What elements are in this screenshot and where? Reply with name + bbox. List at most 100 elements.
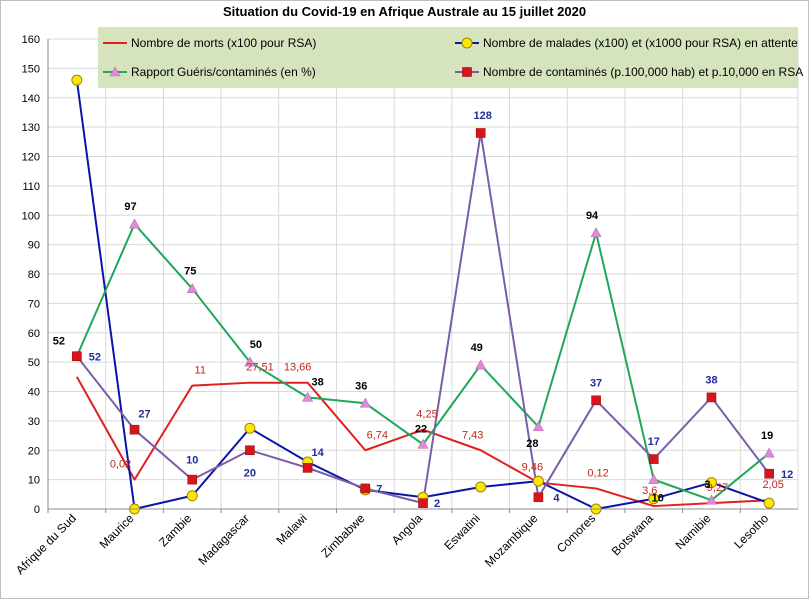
y-tick-label: 140 xyxy=(22,93,40,105)
marker-circle xyxy=(186,490,198,502)
marker-square xyxy=(462,67,472,77)
grid xyxy=(47,38,799,510)
data-label: 2 xyxy=(434,498,440,510)
marker-triangle xyxy=(705,494,717,505)
x-tick-label: Zambie xyxy=(156,511,194,549)
marker-circle xyxy=(475,481,487,493)
marker-circle xyxy=(461,37,473,49)
marker-square xyxy=(706,392,717,403)
data-label: 14 xyxy=(311,447,324,459)
y-tick-label: 30 xyxy=(28,416,40,428)
data-label: 38 xyxy=(311,376,323,388)
data-label: 7,43 xyxy=(462,429,483,441)
data-label: 10 xyxy=(652,493,664,505)
x-tick-label: Mozambique xyxy=(482,511,541,570)
x-tick-label: Angola xyxy=(389,511,426,548)
marker-circle xyxy=(532,475,544,487)
data-label: 19 xyxy=(761,430,773,442)
x-tick-label: Namibie xyxy=(673,511,714,552)
data-label: 27 xyxy=(138,409,150,421)
data-label: 36 xyxy=(355,380,367,392)
data-label: 4 xyxy=(553,492,560,504)
y-tick-label: 150 xyxy=(22,63,40,75)
marker-triangle xyxy=(417,438,429,449)
data-label: 97 xyxy=(124,201,136,213)
legend-box xyxy=(98,27,798,88)
data-label: 75 xyxy=(184,266,196,278)
legend-label: Nombre de contaminés (p.100,000 hab) et … xyxy=(483,65,803,79)
marker-square xyxy=(360,483,371,494)
y-tick-label: 40 xyxy=(28,387,40,399)
data-label: 3 xyxy=(704,479,710,491)
marker-triangle xyxy=(648,474,660,484)
data-label: 27,51 xyxy=(246,362,274,374)
marker-square xyxy=(764,468,774,479)
y-tick-label: 0 xyxy=(34,504,40,516)
y-tick-label: 130 xyxy=(22,122,40,134)
data-label: 22 xyxy=(415,423,427,435)
x-tick-label: Comores xyxy=(554,511,598,555)
marker-circle xyxy=(244,422,256,434)
marker-circle xyxy=(705,477,717,489)
chart-title: Situation du Covid-19 en Afrique Austral… xyxy=(222,4,587,19)
marker-triangle xyxy=(532,421,544,432)
x-tick-label: Malawi xyxy=(273,511,309,547)
data-label: 94 xyxy=(586,210,599,222)
data-label: 128 xyxy=(474,110,492,122)
data-label: 11 xyxy=(195,365,206,377)
y-tick-label: 100 xyxy=(22,210,40,222)
data-label: 7 xyxy=(376,483,382,495)
marker-circle xyxy=(763,497,775,509)
y-tick-label: 70 xyxy=(28,298,40,310)
y-tick-label: 160 xyxy=(22,34,40,46)
y-tick-label: 60 xyxy=(28,328,40,340)
legend: Nombre de morts (x100 pour RSA) Nombre de… xyxy=(98,27,803,88)
data-labels: 0,02 11 27,51 13,66 6,74 4,25 7,43 9,46 0,12 3,6 9… xyxy=(53,110,794,510)
y-tick-label: 20 xyxy=(28,445,40,457)
marker-square xyxy=(591,395,601,406)
marker-triangle xyxy=(109,66,121,77)
marker-triangle xyxy=(129,218,141,229)
marker-triangle xyxy=(302,391,314,402)
x-tick-label: Madagascar xyxy=(195,511,252,568)
marker-triangle xyxy=(475,359,487,370)
data-label: 6,74 xyxy=(367,429,388,441)
marker-triangle xyxy=(359,397,371,408)
marker-square xyxy=(72,351,82,362)
legend-label: Rapport Guéris/contaminés (en %) xyxy=(131,65,316,79)
data-label: 38 xyxy=(705,374,717,386)
x-tick-label: Botswana xyxy=(609,511,656,558)
data-label: 49 xyxy=(471,342,483,354)
y-tick-label: 80 xyxy=(28,269,40,281)
y-tick-label: 10 xyxy=(28,475,40,487)
marker-square xyxy=(245,445,255,456)
marker-square xyxy=(648,454,659,464)
x-tick-label: Lesotho xyxy=(731,511,771,551)
data-label: 3,6 xyxy=(642,485,657,497)
y-tick-label: 120 xyxy=(22,152,40,164)
marker-triangle xyxy=(244,356,256,367)
data-label: 0,12 xyxy=(587,467,608,479)
data-label: 37 xyxy=(590,377,602,389)
marker-circle xyxy=(648,493,660,505)
y-tick-label: 50 xyxy=(28,357,40,369)
data-label: 10 xyxy=(186,455,198,467)
data-label: 0,02 xyxy=(110,459,131,471)
data-label: 28 xyxy=(526,438,538,450)
data-label: 52 xyxy=(53,335,65,347)
y-tick-label: 90 xyxy=(28,240,40,252)
x-tick-label: Afrique du Sud xyxy=(13,511,79,577)
marker-square xyxy=(475,128,486,138)
series-line xyxy=(75,376,770,508)
data-label: 9,46 xyxy=(522,462,543,474)
data-label: 9,27 xyxy=(707,482,728,494)
legend-label: Nombre de morts (x100 pour RSA) xyxy=(131,36,316,50)
marker-circle xyxy=(71,74,83,86)
marker-square xyxy=(187,474,198,485)
series-markers xyxy=(71,74,775,515)
data-label: 13,66 xyxy=(284,362,312,374)
legend-label: Nombre de malades (x100) et (x1000 pour … xyxy=(483,36,798,50)
data-label: 4,25 xyxy=(416,409,437,421)
data-label: 12 xyxy=(781,469,793,481)
